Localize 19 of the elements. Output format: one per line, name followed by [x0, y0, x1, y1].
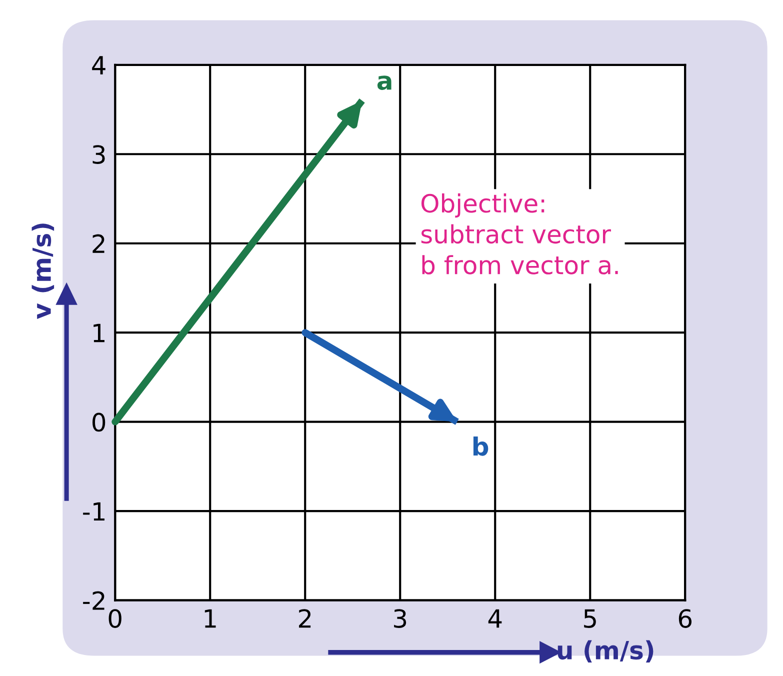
y-axis-title: v (m/s): [32, 224, 54, 319]
series-label: a: [377, 76, 392, 90]
x-tick-label: 0: [108, 609, 122, 628]
x-axis-title: u (m/s): [558, 640, 654, 663]
x-tick-label: 3: [394, 609, 406, 628]
y-tick-label: -1: [83, 502, 104, 521]
y-tick-label: 2: [92, 234, 104, 253]
x-tick-label: 1: [204, 609, 216, 628]
y-tick-label: 1: [94, 324, 104, 342]
x-tick-label: 5: [584, 609, 596, 628]
y-tick-label: 3: [92, 145, 105, 164]
series-label: b: [473, 436, 488, 456]
x-tick-label: 2: [298, 609, 311, 628]
y-tick-label: -2: [83, 591, 104, 610]
y-tick-label: 0: [92, 412, 106, 432]
annotation: Objective: subtract vector b from vector a.: [421, 193, 618, 274]
y-tick-label: 4: [92, 56, 106, 74]
x-tick-label: 6: [678, 609, 692, 628]
x-tick-label: 4: [488, 609, 502, 628]
